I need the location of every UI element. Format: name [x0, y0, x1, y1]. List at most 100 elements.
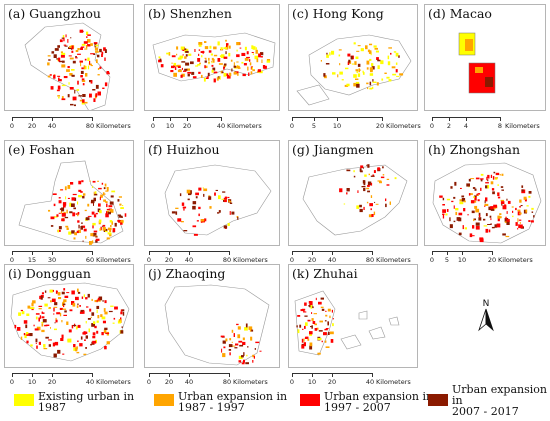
urban-patch [120, 330, 124, 334]
urban-patch [499, 174, 501, 176]
urban-patch [387, 55, 390, 60]
urban-patch [60, 54, 65, 58]
urban-patch [55, 317, 57, 322]
urban-patch [48, 209, 51, 212]
urban-patch [102, 87, 105, 89]
urban-patch [382, 174, 385, 176]
urban-patch [208, 50, 212, 53]
urban-patch [519, 199, 522, 203]
urban-patch [48, 307, 50, 309]
urban-patch [252, 46, 256, 50]
urban-patch [183, 208, 185, 211]
urban-patch [76, 89, 80, 91]
urban-patch [325, 314, 328, 317]
urban-patch [56, 214, 59, 217]
urban-patch [246, 56, 250, 59]
urban-patch [48, 344, 51, 347]
urban-patch [63, 288, 66, 291]
urban-patch [494, 177, 498, 179]
urban-patch [518, 224, 520, 228]
urban-patch [442, 214, 445, 219]
urban-patch [236, 49, 238, 52]
urban-patch [57, 292, 61, 296]
urban-patch [119, 320, 121, 322]
urban-patch [91, 186, 94, 188]
urban-patch [106, 187, 109, 191]
urban-patch [61, 37, 64, 39]
urban-patch [80, 336, 83, 340]
urban-patch [453, 205, 455, 209]
urban-patch [62, 302, 64, 306]
urban-patch [367, 190, 370, 193]
urban-patch [528, 220, 531, 222]
urban-patch [304, 302, 307, 306]
panel-title: (k) Zhuhai [292, 266, 358, 281]
urban-patch [95, 236, 98, 238]
urban-patch [93, 214, 97, 218]
urban-patch [77, 291, 81, 294]
urban-patch [81, 222, 83, 224]
urban-patch [58, 77, 60, 80]
urban-patch [184, 48, 189, 53]
urban-patch [301, 338, 304, 343]
urban-patch [304, 325, 306, 329]
urban-patch [499, 216, 502, 219]
urban-patch [104, 346, 107, 350]
urban-patch [51, 298, 56, 302]
urban-patch [348, 59, 351, 63]
urban-patch [54, 216, 58, 218]
urban-patch [31, 307, 35, 309]
urban-patch [67, 66, 70, 69]
urban-patch [95, 212, 98, 215]
urban-patch [211, 64, 214, 67]
urban-patch [505, 235, 510, 238]
urban-patch [490, 174, 493, 178]
urban-patch [318, 330, 323, 332]
urban-patch [58, 212, 61, 214]
urban-patch [382, 166, 384, 169]
urban-patch [485, 186, 489, 189]
urban-patch [194, 49, 196, 52]
urban-patch [29, 333, 33, 337]
urban-patch [370, 208, 372, 211]
urban-patch [71, 203, 75, 207]
urban-patch [177, 218, 182, 222]
urban-patch [75, 57, 78, 59]
urban-patch [239, 344, 244, 347]
urban-patch [464, 227, 467, 230]
urban-patch [117, 199, 120, 202]
urban-patch [359, 69, 362, 71]
urban-patch [77, 53, 81, 55]
urban-patch [61, 218, 65, 222]
urban-patch [199, 62, 201, 65]
urban-patch [100, 194, 103, 198]
urban-patch [339, 188, 343, 193]
urban-patch [506, 219, 510, 222]
urban-patch [299, 324, 302, 328]
urban-patch [79, 305, 81, 307]
urban-patch [57, 95, 60, 97]
urban-patch [214, 192, 216, 196]
urban-patch [369, 81, 372, 86]
urban-patch [94, 47, 99, 51]
urban-patch [321, 308, 325, 311]
urban-patch [364, 174, 367, 177]
urban-patch [71, 50, 74, 53]
urban-patch [222, 191, 226, 193]
urban-patch [53, 203, 56, 207]
urban-patch [120, 207, 124, 209]
urban-patch [395, 69, 398, 73]
north-arrow-icon: N [478, 299, 494, 332]
urban-patch [310, 304, 313, 309]
urban-patch [110, 225, 112, 227]
urban-patch [390, 52, 392, 55]
urban-patch [371, 66, 375, 70]
legend-label-2007-2017: Urban expansion in 2007 - 2017 [452, 383, 547, 418]
urban-patch [359, 168, 362, 172]
urban-patch [243, 359, 245, 363]
urban-patch [186, 68, 190, 71]
urban-patch [170, 70, 174, 73]
zhaoqing-map [164, 284, 270, 366]
legend-swatch-existing [14, 394, 34, 406]
urban-patch [242, 337, 245, 341]
